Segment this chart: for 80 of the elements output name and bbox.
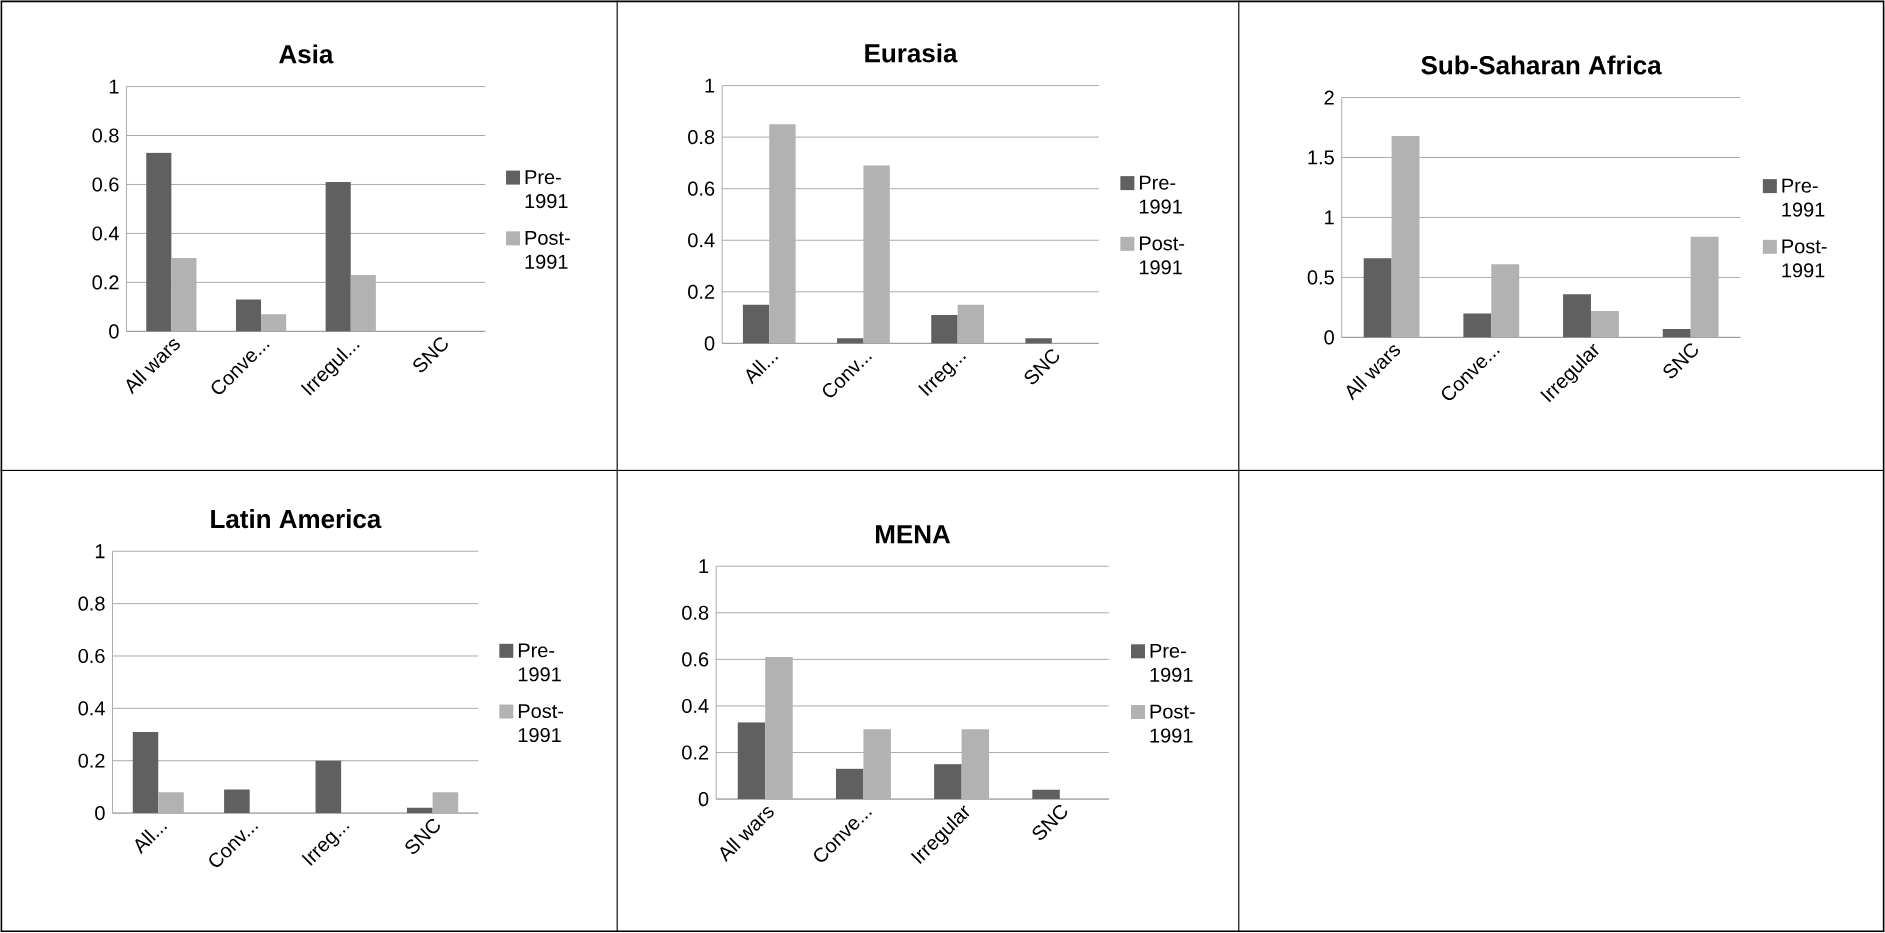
bar: [931, 315, 958, 344]
bar: [769, 124, 796, 344]
legend-label: Post-1991: [1150, 704, 1195, 743]
legend-label: Post-1991: [518, 704, 564, 743]
bar: [1363, 258, 1392, 338]
y-tick-label: 0.2: [92, 275, 119, 290]
bar: [957, 304, 984, 344]
y-tick-label: 1: [1325, 210, 1334, 225]
y-tick-label: 0.2: [78, 753, 105, 768]
chart-title: Sub-Saharan Africa: [1421, 55, 1662, 75]
legend-label: Pre-1991: [518, 643, 561, 682]
y-tick-label: 0.6: [78, 649, 105, 664]
bar: [961, 729, 990, 800]
y-tick-label: 1: [95, 544, 105, 559]
y-tick-label: 0.8: [682, 605, 709, 621]
x-tick-label: All...: [746, 356, 779, 385]
y-tick-label: 0.8: [92, 128, 119, 143]
y-tick-label: 0.2: [682, 745, 709, 760]
bar: [171, 258, 197, 332]
bar: [765, 657, 793, 800]
bar: [737, 722, 766, 800]
y-tick-label: 0.6: [92, 177, 119, 192]
legend-label: Pre-1991: [1782, 178, 1825, 217]
bar: [146, 152, 172, 332]
bar: [224, 789, 250, 814]
bar: [235, 299, 262, 332]
bar: [325, 182, 351, 332]
y-tick-label: 0: [698, 792, 709, 807]
bar: [1025, 338, 1052, 344]
y-tick-label: 0: [109, 324, 119, 339]
y-tick-label: 2: [1324, 90, 1334, 105]
bar: [1391, 136, 1420, 338]
bar: [934, 764, 962, 800]
bar: [406, 808, 433, 814]
y-tick-label: 0.2: [688, 284, 715, 300]
legend-label: Pre-1991: [525, 170, 568, 209]
legend-label: Post-1991: [1139, 236, 1185, 275]
y-tick-label: 0.8: [78, 596, 105, 611]
y-tick-label: 1: [699, 559, 709, 574]
bar: [315, 760, 342, 814]
y-tick-label: 1.5: [1308, 150, 1334, 165]
bar: [1563, 294, 1591, 338]
y-tick-label: 1: [705, 78, 715, 93]
bar: [432, 792, 459, 814]
legend-label: Pre-1991: [1139, 175, 1182, 214]
bar: [1662, 329, 1691, 338]
y-tick-label: 0.6: [688, 181, 715, 196]
y-tick-label: 0.8: [688, 130, 715, 145]
bar: [350, 275, 376, 332]
y-tick-label: 0: [1324, 330, 1334, 345]
bar: [1690, 236, 1719, 338]
bar: [158, 792, 184, 814]
chart-title: Latin America: [211, 509, 382, 529]
y-tick-label: 1: [109, 79, 119, 94]
bar: [1491, 264, 1520, 338]
legend-label: Pre-1991: [1150, 644, 1193, 683]
bar: [1463, 313, 1492, 338]
chart-title: MENA: [876, 525, 951, 544]
y-tick-label: 0.4: [688, 233, 715, 248]
y-tick-label: 0: [704, 336, 715, 351]
bar: [835, 769, 864, 800]
y-tick-label: 0: [95, 806, 105, 821]
bar: [837, 338, 864, 344]
bar: [1590, 311, 1619, 338]
x-tick-label: All...: [135, 826, 168, 855]
bar: [742, 304, 770, 344]
y-tick-label: 0.5: [1307, 270, 1334, 285]
y-tick-label: 0.4: [78, 701, 105, 716]
bar: [132, 732, 159, 814]
bar: [863, 729, 891, 800]
chart-title: Asia: [279, 44, 334, 64]
bar: [1032, 789, 1060, 800]
bar: [863, 165, 890, 344]
bar: [261, 314, 287, 332]
y-tick-label: 0.4: [92, 226, 119, 241]
y-tick-label: 0.4: [682, 699, 709, 714]
legend-label: Post-1991: [525, 231, 570, 270]
y-tick-label: 0.6: [682, 652, 709, 667]
legend-label: Post-1991: [1782, 239, 1827, 278]
chart-title: Eurasia: [865, 43, 958, 63]
